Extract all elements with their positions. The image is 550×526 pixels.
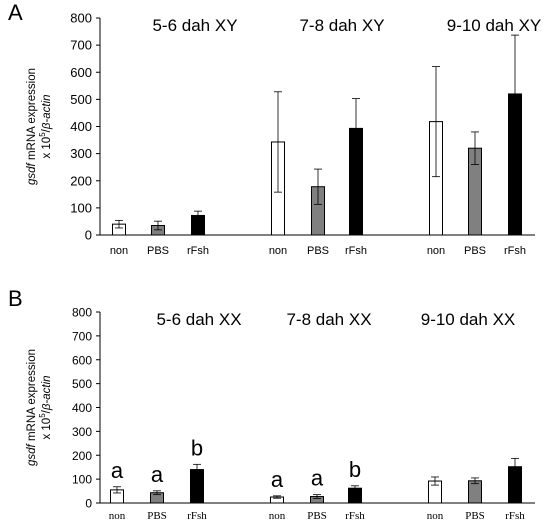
x-tick-label: non <box>109 510 126 522</box>
y-tick-label: 600 <box>70 65 92 80</box>
y-tick-label: 200 <box>70 173 92 188</box>
x-tick-label: rFsh <box>345 245 367 257</box>
panel-B: B 0 100 200 300 400 500 600 700 800 gsdf mRNA expr… <box>8 286 535 522</box>
x-tick-label: rFsh <box>187 510 207 522</box>
y-tick-label: 500 <box>72 377 92 391</box>
y-tick-label: 800 <box>72 306 92 320</box>
y-tick-label: 700 <box>72 329 92 343</box>
significance-letter: a <box>311 466 324 491</box>
y-axis-label: gsdf mRNA expression x 105/β-actin <box>26 349 53 466</box>
x-tick-label: PBS <box>307 245 329 257</box>
gene-name: gsdf <box>26 161 38 185</box>
y-tick-label: 200 <box>72 449 92 463</box>
x-tick-label: PBS <box>147 510 167 522</box>
y-tick-label: 600 <box>72 353 92 367</box>
significance-letter: a <box>271 467 284 492</box>
y-tick-label: 500 <box>70 92 92 107</box>
y-tick-label: 400 <box>72 401 92 415</box>
x-tick-label: rFsh <box>505 510 525 522</box>
y-axis-label: gsdf mRNA expression x 105/β-actin <box>26 68 53 185</box>
significance-letter: b <box>349 457 361 482</box>
significance-letter: b <box>191 435 203 460</box>
x-tick-label: PBS <box>464 245 486 257</box>
y-tick-label: 800 <box>70 11 92 26</box>
group-title: 5-6 dah XX <box>156 310 241 329</box>
panel-label: B <box>8 286 23 311</box>
gene-name: gsdf <box>26 442 38 466</box>
x-tick-label: non <box>427 245 445 257</box>
panel-label: A <box>8 0 23 25</box>
y-tick-label: 100 <box>72 473 92 487</box>
x-tick-label: non <box>110 245 128 257</box>
significance-letter: a <box>111 458 124 483</box>
group-title: 9-10 dah XY <box>447 16 542 35</box>
x-tick-label: PBS <box>465 510 485 522</box>
x-tick-label: PBS <box>147 245 169 257</box>
group-title: 7-8 dah XY <box>299 16 384 35</box>
y-tick-label: 300 <box>72 425 92 439</box>
y-tick-label: 300 <box>70 146 92 161</box>
x-tick-label: PBS <box>307 510 327 522</box>
y-tick-label: 100 <box>70 200 92 215</box>
group-title: 7-8 dah XX <box>286 310 371 329</box>
x-tick-label: non <box>427 510 444 522</box>
x-tick-label: rFsh <box>504 245 526 257</box>
group-title: 5-6 dah XY <box>152 16 237 35</box>
bar-pbs <box>468 480 482 504</box>
y-tick-label: 400 <box>70 119 92 134</box>
x-tick-label: rFsh <box>187 245 209 257</box>
x-tick-label: rFsh <box>345 510 365 522</box>
group-title: 9-10 dah XX <box>421 310 516 329</box>
x-tick-label: non <box>269 245 287 257</box>
y-tick-label: 700 <box>70 38 92 53</box>
significance-letter: a <box>151 462 164 487</box>
y-tick-label: 0 <box>85 228 92 243</box>
x-tick-label: non <box>269 510 286 522</box>
panel-A: A 0 100 200 300 400 500 600 700 800 gsdf mRNA expr… <box>8 0 541 257</box>
y-tick-label: 0 <box>85 497 92 511</box>
